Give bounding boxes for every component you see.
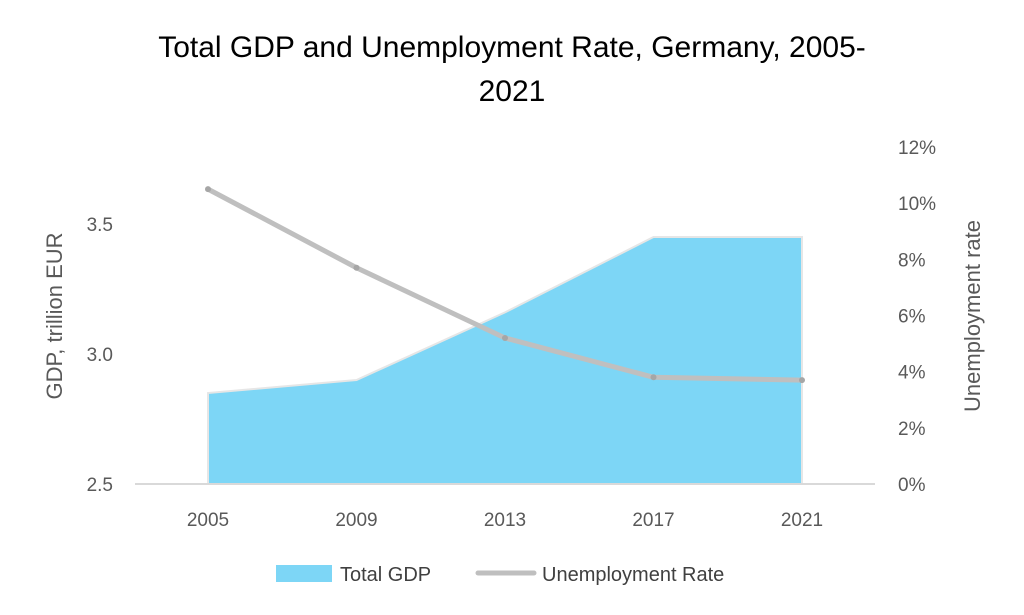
legend-label-unemployment: Unemployment Rate: [542, 564, 724, 586]
unemployment-point: [799, 377, 805, 384]
area-layer: [207, 236, 803, 485]
x-tick-label: 2009: [335, 510, 377, 531]
unemployment-point: [353, 264, 360, 271]
label-layer: 2005 2009 2013 2017 2021 2.5 3.0 3.5 0% 2% 4% 6% 8% 1…: [42, 138, 985, 531]
left-tick-label: 3.0: [87, 345, 113, 366]
right-tick-label: 8%: [898, 250, 926, 271]
right-axis-title: Unemployment rate: [960, 220, 985, 412]
x-tick-label: 2005: [187, 510, 229, 531]
legend: Total GDP Unemployment Rate: [276, 564, 724, 586]
chart-title-line-1: Total GDP and Unemployment Rate, Germany…: [158, 31, 866, 64]
legend-label-gdp: Total GDP: [340, 564, 431, 586]
right-tick-label: 12%: [898, 138, 936, 159]
x-tick-label: 2013: [484, 510, 526, 531]
chart-title-line-2: 2021: [478, 75, 546, 108]
x-tick-label: 2021: [781, 510, 823, 531]
unemployment-point: [502, 334, 508, 341]
gdp-area: [207, 236, 803, 485]
left-tick-label: 2.5: [87, 475, 113, 496]
x-tick-label: 2017: [632, 510, 674, 531]
chart-title: Total GDP and Unemployment Rate, Germany…: [0, 26, 1024, 114]
right-tick-label: 2%: [898, 419, 926, 440]
right-tick-label: 4%: [898, 363, 926, 384]
left-tick-label: 3.5: [87, 215, 113, 236]
unemployment-point: [205, 186, 211, 193]
right-tick-label: 10%: [898, 194, 936, 215]
left-axis-title: GDP, trillion EUR: [42, 232, 67, 399]
legend-swatch-gdp: [276, 565, 332, 582]
right-tick-label: 6%: [898, 307, 926, 328]
right-tick-label: 0%: [898, 475, 926, 496]
unemployment-point: [650, 374, 657, 381]
line-layer: [205, 186, 805, 384]
